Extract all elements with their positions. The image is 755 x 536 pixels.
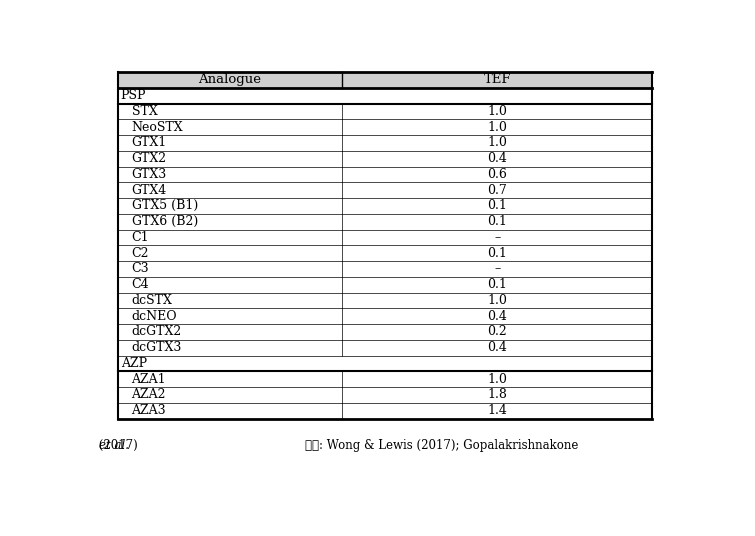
Text: 0.4: 0.4 xyxy=(488,341,507,354)
Text: 1.8: 1.8 xyxy=(488,389,507,401)
Text: Analogue: Analogue xyxy=(199,73,261,86)
Text: 0.4: 0.4 xyxy=(488,152,507,165)
Text: AZA2: AZA2 xyxy=(131,389,166,401)
Text: dcGTX3: dcGTX3 xyxy=(131,341,182,354)
Text: GTX6 (B2): GTX6 (B2) xyxy=(131,215,198,228)
Text: GTX5 (B1): GTX5 (B1) xyxy=(131,199,198,212)
Text: TEF: TEF xyxy=(483,73,511,86)
Text: 0.2: 0.2 xyxy=(488,325,507,338)
Text: 1.0: 1.0 xyxy=(488,136,507,150)
Text: AZA3: AZA3 xyxy=(131,404,166,417)
Text: –: – xyxy=(495,231,501,244)
Text: 0.6: 0.6 xyxy=(488,168,507,181)
Text: 0.4: 0.4 xyxy=(488,310,507,323)
Text: GTX2: GTX2 xyxy=(131,152,167,165)
Bar xyxy=(118,72,652,88)
Text: 0.1: 0.1 xyxy=(488,247,507,259)
Text: dcSTX: dcSTX xyxy=(131,294,172,307)
Text: –: – xyxy=(495,263,501,276)
Text: 0.1: 0.1 xyxy=(488,278,507,291)
Text: 1.0: 1.0 xyxy=(488,121,507,133)
Text: (2017): (2017) xyxy=(95,439,138,452)
Text: dcNEO: dcNEO xyxy=(131,310,177,323)
Text: 1.0: 1.0 xyxy=(488,105,507,118)
Text: 1.0: 1.0 xyxy=(488,373,507,385)
Text: 0.1: 0.1 xyxy=(488,215,507,228)
Text: STX: STX xyxy=(131,105,157,118)
Text: AZP: AZP xyxy=(121,357,147,370)
Text: 0.7: 0.7 xyxy=(488,184,507,197)
Text: GTX3: GTX3 xyxy=(131,168,167,181)
Text: AZA1: AZA1 xyxy=(131,373,166,385)
Text: 오는: Wong & Lewis (2017); Gopalakrishnakone: 오는: Wong & Lewis (2017); Gopalakrishnako… xyxy=(305,439,582,452)
Text: C2: C2 xyxy=(131,247,149,259)
Text: GTX1: GTX1 xyxy=(131,136,167,150)
Text: C1: C1 xyxy=(131,231,149,244)
Text: 1.0: 1.0 xyxy=(488,294,507,307)
Text: PSP: PSP xyxy=(121,89,146,102)
Text: dcGTX2: dcGTX2 xyxy=(131,325,182,338)
Text: GTX4: GTX4 xyxy=(131,184,167,197)
Text: 1.4: 1.4 xyxy=(488,404,507,417)
Text: NeoSTX: NeoSTX xyxy=(131,121,183,133)
Text: C4: C4 xyxy=(131,278,149,291)
Text: et al.: et al. xyxy=(99,439,129,452)
Text: C3: C3 xyxy=(131,263,149,276)
Text: 0.1: 0.1 xyxy=(488,199,507,212)
